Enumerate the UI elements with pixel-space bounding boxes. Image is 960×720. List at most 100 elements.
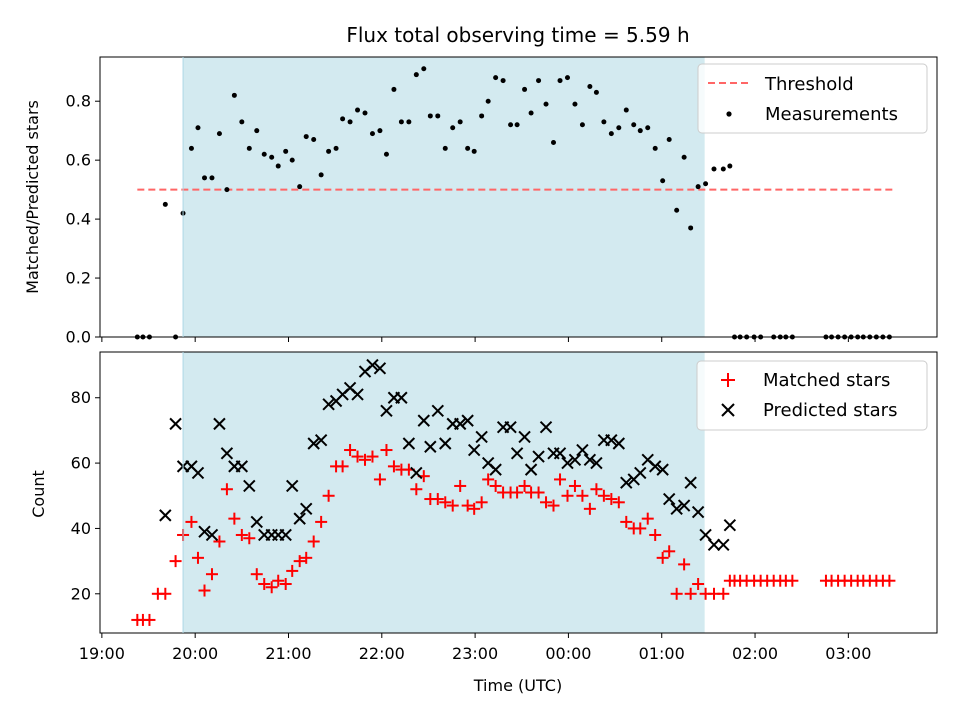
measurement-point [681,154,687,160]
predicted-star-point [235,460,249,473]
matched-star-point [597,489,610,502]
predicted-star-point [279,528,292,542]
measurement-point [188,145,194,151]
matched-star-point [670,587,683,600]
matched-star-point [717,587,730,600]
measurement-point [637,128,643,134]
y-tick-label: 0.0 [66,328,91,347]
predicted-star-point [504,420,517,434]
predicted-star-point [684,476,697,489]
predicted-star-point [539,420,553,434]
predicted-star-point [553,447,567,460]
predicted-star-point [524,463,538,476]
bottom-panel-frame [99,351,938,634]
x-tick-label: 21:00 [265,644,311,663]
top-y-axis-label: Matched/Predicted stars [23,100,42,294]
chart-title: Flux total observing time = 5.59 h [346,23,689,47]
measurement-point [660,178,666,184]
measurement-point [557,78,563,84]
matched-star-point [554,473,567,486]
measurement-point [377,128,383,134]
measurement-point [674,207,680,213]
matched-star-point [293,555,306,568]
matched-star-point [258,577,271,590]
matched-star-point [169,555,182,568]
measurement-point [383,151,389,157]
matched-star-point [612,496,625,509]
measurement-point [528,110,534,116]
matched-star-point [883,574,896,587]
predicted-star-point [475,430,488,444]
measurement-point [162,201,168,207]
measurement-point [195,125,201,131]
matched-star-point [213,535,226,548]
matched-star-point [279,577,292,590]
matched-star-point [143,613,156,626]
measurement-point [297,184,303,190]
measurement-point [465,145,471,151]
matched-star-point [663,545,676,558]
predicted-star-point [417,414,430,427]
measurement-point [572,101,578,107]
matched-star-point [540,496,553,509]
top-legend: Threshold Measurements [697,63,928,134]
measurement-point [522,86,528,92]
x-tick-label: 19:00 [79,644,125,663]
matched-star-point [656,551,669,564]
measurement-point [224,187,230,193]
matched-star-point [590,483,603,496]
bottom-panel-counts: 20 40 60 80 19:00 20:00 21:00 22:00 23:00 00:00 0… [29,351,938,695]
matched-star-point [532,486,545,499]
x-tick-label: 01:00 [639,644,685,663]
matched-star-point [265,581,278,594]
measurement-point [587,83,593,89]
x-tick-label: 03:00 [825,644,871,663]
measurement-point [695,184,701,190]
x-tick-label: 00:00 [545,644,591,663]
matched-star-point [380,444,393,457]
legend-measurements-swatch [726,111,732,117]
matched-star-point [228,512,241,525]
x-tick-label: 23:00 [452,644,498,663]
y-tick-label: 0.8 [66,92,91,111]
matched-star-point [205,568,218,581]
y-tick-label: 0.6 [66,151,91,170]
measurement-point [216,131,222,137]
predicted-star-point [662,492,676,506]
predicted-star-point [723,518,737,532]
measurement-point [711,166,717,172]
x-tick-label: 20:00 [172,644,218,663]
measurement-point [239,119,245,125]
y-tick-label: 0.4 [66,210,91,229]
matched-star-point [568,479,581,492]
predicted-star-point [656,463,669,476]
y-tick-label: 80 [71,388,91,407]
predicted-star-point [605,434,618,447]
measurement-point [688,225,694,231]
x-axis-label: Time (UTC) [473,676,562,695]
predicted-star-point [293,512,306,525]
predicted-star-point [707,538,721,551]
measurement-point [333,145,339,151]
predicted-star-point [191,466,205,480]
matched-star-point [322,489,335,502]
measurement-point [543,101,549,107]
measurement-point [406,119,412,125]
measurement-point [413,72,419,78]
legend-matched-swatch [721,373,735,387]
predicted-star-point [590,456,603,470]
matched-star-point [605,493,618,506]
measurement-point [720,166,726,172]
measurement-point [500,78,506,84]
measurement-point [398,119,404,125]
measurement-point [666,137,672,143]
matched-star-point [243,532,256,545]
measurement-point [303,134,309,140]
matched-star-point [191,551,204,564]
legend-predicted-swatch [721,403,735,417]
measurement-point [593,89,599,95]
matched-star-point [692,577,705,590]
matched-star-point [431,493,444,506]
predicted-star-point [410,466,423,480]
matched-star-point [561,489,574,502]
